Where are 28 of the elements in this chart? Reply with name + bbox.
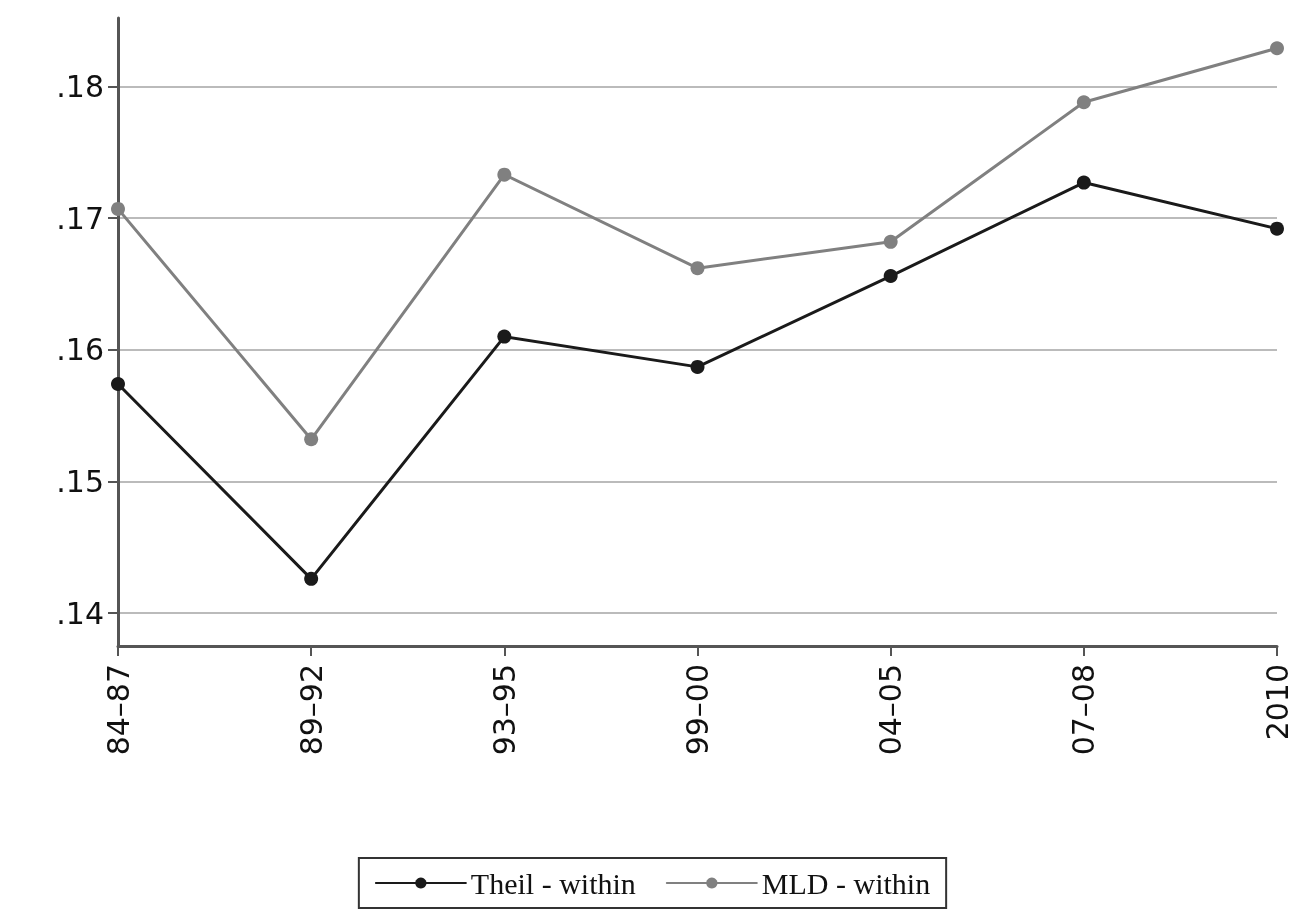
legend-label: Theil - within	[470, 866, 636, 900]
y-tick-label: .16	[56, 332, 104, 368]
point	[1270, 41, 1284, 56]
point	[1076, 95, 1091, 110]
y-tick-label: .15	[56, 463, 104, 499]
x-tick-label: 07–08	[1066, 664, 1102, 756]
point	[690, 359, 705, 374]
point	[1270, 221, 1284, 236]
point	[497, 329, 512, 344]
point	[111, 201, 125, 216]
point	[304, 432, 319, 447]
x-tick-label: 99–00	[680, 664, 715, 756]
point	[1076, 175, 1091, 190]
x-tick-label: 89–92	[293, 664, 329, 756]
point	[497, 167, 512, 182]
x-tick-label: 04–05	[873, 664, 909, 756]
y-tick-label: .17	[56, 200, 104, 236]
point	[883, 269, 898, 284]
x-tick-label: 93–95	[486, 664, 522, 756]
x-tick-label: 84–87	[100, 664, 136, 756]
point	[690, 261, 705, 276]
point	[111, 377, 125, 391]
point	[304, 571, 319, 586]
x-tick-label: 2010	[1259, 664, 1295, 741]
y-tick-label: .18	[56, 68, 104, 104]
y-tick-label: .14	[56, 595, 104, 631]
legend-label: MLD - within	[761, 866, 931, 900]
point	[883, 234, 898, 249]
